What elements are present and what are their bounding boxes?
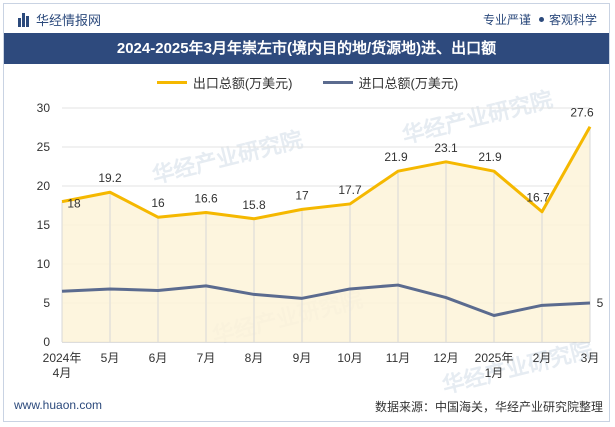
data-label-export: 16 <box>151 196 165 210</box>
legend-swatch-export <box>156 81 187 84</box>
legend-item-export[interactable]: 出口总额(万美元) <box>156 73 293 92</box>
data-label-export: 17 <box>295 188 309 202</box>
bullet-icon <box>538 17 544 23</box>
data-label-export: 16.6 <box>194 192 218 206</box>
data-label-export: 16.7 <box>526 191 550 205</box>
y-tick-label: 30 <box>37 101 51 115</box>
series-line-import <box>61 283 591 317</box>
chart-title: 2024-2025年3月年崇左市(境内目的地/货源地)进、出口额 <box>4 33 609 64</box>
x-tick-label: 10月 <box>337 351 362 365</box>
chart-legend: 出口总额(万美元) 进口总额(万美元) <box>0 73 615 92</box>
x-tick-label: 7月 <box>197 351 216 365</box>
y-tick-label: 20 <box>37 179 51 193</box>
y-tick-label: 10 <box>37 257 51 271</box>
data-label-export: 17.7 <box>338 183 362 197</box>
footer-source: 数据来源：中国海关，华经产业研究院整理 <box>374 400 603 414</box>
top-bar: 华经情报网 专业严谨 客观科学 <box>4 4 609 32</box>
outer-frame <box>3 3 610 422</box>
header-tags: 专业严谨 客观科学 <box>483 11 597 28</box>
tag-professional: 专业严谨 <box>482 13 531 27</box>
x-tick-label: 12月 <box>433 351 458 365</box>
brand-name: 华经情报网 <box>36 13 102 28</box>
legend-swatch-import <box>322 81 353 84</box>
footer-website[interactable]: www.huaon.com <box>14 398 103 412</box>
data-label-export: 21.9 <box>478 150 502 164</box>
series-line-export <box>61 125 592 221</box>
data-label-export: 23.1 <box>434 141 458 155</box>
logo-icon <box>18 12 30 27</box>
x-tick-label: 2024年 <box>43 351 82 365</box>
x-tick-label: 3月 <box>581 351 600 365</box>
y-tick-label: 0 <box>43 335 50 349</box>
data-label-export: 19.2 <box>98 171 122 185</box>
x-tick-label: 8月 <box>245 351 264 365</box>
data-label-import: 5 <box>597 296 604 310</box>
legend-item-import[interactable]: 进口总额(万美元) <box>322 73 459 92</box>
data-label-export: 18 <box>67 197 81 211</box>
data-label-export: 21.9 <box>384 150 408 164</box>
x-tick-label: 4月 <box>53 366 72 380</box>
x-tick-label: 11月 <box>386 351 410 365</box>
x-tick-label: 6月 <box>149 351 168 365</box>
data-label-export: 27.6 <box>570 106 594 120</box>
x-tick-label: 9月 <box>293 351 312 365</box>
legend-label-import: 进口总额(万美元) <box>358 76 459 91</box>
y-tick-label: 5 <box>43 296 50 310</box>
tag-objective: 客观科学 <box>548 13 597 27</box>
x-tick-label: 2月 <box>533 351 552 365</box>
brand[interactable]: 华经情报网 <box>18 10 101 29</box>
y-tick-label: 25 <box>37 140 51 154</box>
y-tick-label: 15 <box>37 218 51 232</box>
x-tick-label: 1月 <box>485 366 504 380</box>
series-area-export <box>62 126 590 342</box>
data-label-export: 15.8 <box>242 198 266 212</box>
legend-label-export: 出口总额(万美元) <box>192 76 293 91</box>
x-tick-label: 2025年 <box>475 351 514 365</box>
x-tick-label: 5月 <box>101 351 120 365</box>
